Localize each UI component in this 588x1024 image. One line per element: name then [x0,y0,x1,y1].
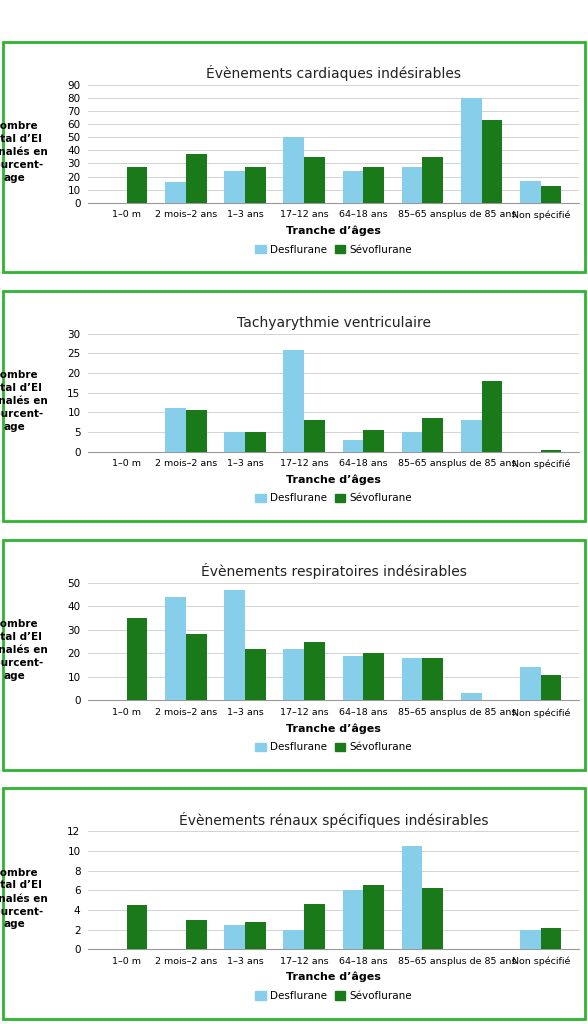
Bar [541,928,562,949]
X-axis label: Tranche d’âges: Tranche d’âges [286,723,381,733]
Title: Tachyarythmie ventriculaire: Tachyarythmie ventriculaire [237,315,430,330]
Bar [482,381,502,452]
Bar [304,420,325,452]
Bar [245,648,266,700]
Bar [186,155,206,203]
Bar [402,658,422,700]
X-axis label: Tranche d’âges: Tranche d’âges [286,972,381,982]
Bar [343,171,363,203]
Bar [283,349,304,452]
Bar [245,922,266,949]
Bar [283,930,304,949]
Bar [283,137,304,203]
Bar [482,120,502,203]
Bar [283,648,304,700]
Legend: Desflurane, Sévoflurane: Desflurane, Sévoflurane [251,987,416,1006]
Bar [224,590,245,700]
Bar [461,420,482,452]
Bar [363,430,384,452]
Bar [461,98,482,203]
Bar [520,668,541,700]
Title: Évènements respiratoires indésirables: Évènements respiratoires indésirables [201,563,467,579]
Bar [126,905,148,949]
Bar [224,171,245,203]
X-axis label: Tranche d’âges: Tranche d’âges [286,474,381,484]
Bar [363,653,384,700]
Bar [422,157,443,203]
Bar [304,904,325,949]
Bar [343,440,363,452]
Bar [304,641,325,700]
Text: Nombre
total d’EI
signalés en
pourcent-
age: Nombre total d’EI signalés en pourcent- … [0,121,48,183]
Bar [224,432,245,452]
Bar [343,890,363,949]
Title: Évènements cardiaques indésirables: Évènements cardiaques indésirables [206,66,461,81]
Bar [402,432,422,452]
Bar [520,930,541,949]
Bar [186,920,206,949]
Title: Évènements rénaux spécifiques indésirables: Évènements rénaux spécifiques indésirabl… [179,812,489,827]
Bar [363,167,384,203]
Bar [126,617,148,700]
Legend: Desflurane, Sévoflurane: Desflurane, Sévoflurane [251,241,416,259]
Text: Nombre
total d’EI
signalés en
pourcent-
age: Nombre total d’EI signalés en pourcent- … [0,618,48,681]
Bar [363,886,384,949]
Bar [304,157,325,203]
Bar [245,432,266,452]
Bar [541,675,562,700]
Bar [422,418,443,452]
Legend: Desflurane, Sévoflurane: Desflurane, Sévoflurane [251,489,416,508]
Bar [126,167,148,203]
X-axis label: Tranche d’âges: Tranche d’âges [286,225,381,236]
Bar [165,182,186,203]
Bar [245,167,266,203]
Bar [520,180,541,203]
Bar [224,925,245,949]
Bar [422,889,443,949]
Bar [402,167,422,203]
Bar [343,655,363,700]
Bar [422,658,443,700]
Bar [186,635,206,700]
Legend: Desflurane, Sévoflurane: Desflurane, Sévoflurane [251,738,416,757]
Bar [541,450,562,452]
Bar [165,409,186,452]
Text: Nombre
total d’EI
signalés en
pourcent-
age: Nombre total d’EI signalés en pourcent- … [0,867,48,930]
Bar [541,185,562,203]
Bar [165,597,186,700]
Bar [402,846,422,949]
Bar [461,693,482,700]
Bar [186,411,206,452]
Text: Nombre
total d’EI
signalés en
pourcent-
age: Nombre total d’EI signalés en pourcent- … [0,370,48,432]
